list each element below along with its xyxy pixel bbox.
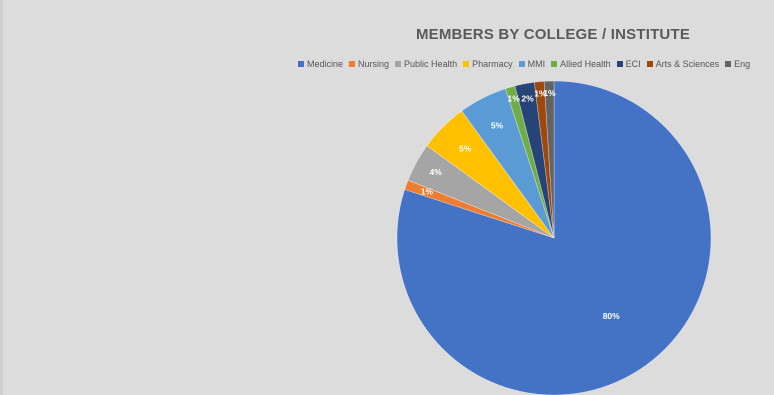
legend-item: Allied Health — [551, 57, 611, 71]
slice-data-label: 1% — [534, 88, 547, 98]
legend-item: MMI — [518, 57, 546, 71]
legend-label: Eng — [734, 59, 751, 69]
legend-swatch — [349, 61, 356, 67]
legend-label: MMI — [527, 59, 546, 69]
slice-data-label: 1% — [508, 94, 521, 104]
slice-data-label: 2% — [521, 93, 534, 103]
legend-swatch — [298, 61, 304, 67]
legend-item: Nursing — [349, 57, 389, 71]
legend-label: Allied Health — [560, 59, 611, 69]
chart-title: MEMBERS BY COLLEGE / INSTITUTE — [415, 26, 691, 43]
pie-slice — [396, 80, 712, 395]
chart-legend: Medicine Nursing Public Health Pharmacy MMI A… — [298, 57, 774, 71]
legend-swatch — [646, 61, 653, 67]
legend-item: Arts & Sciences — [646, 57, 720, 71]
legend-item: Pharmacy — [463, 57, 513, 71]
legend-label: Medicine — [307, 59, 344, 69]
legend-item: Eng — [725, 57, 750, 71]
pie-slices — [396, 80, 712, 395]
slice-data-label: 1% — [543, 88, 556, 98]
legend-label: Public Health — [404, 59, 458, 69]
legend-label: Arts & Sciences — [655, 59, 720, 69]
legend-swatch — [551, 61, 558, 67]
legend-label: ECI — [625, 59, 641, 69]
slice-data-label: 80% — [603, 311, 620, 321]
slice-data-label: 1% — [421, 187, 434, 197]
legend-label: Nursing — [358, 59, 390, 69]
legend-swatch — [616, 61, 623, 67]
legend-swatch — [725, 61, 732, 67]
legend-item: Medicine — [298, 57, 343, 71]
legend-swatch — [395, 61, 402, 67]
legend-swatch — [518, 61, 525, 67]
legend-swatch — [463, 61, 470, 67]
pie-labels: 80%1%4%5%5%1% 2%1%1% — [421, 88, 620, 321]
legend-item: ECI — [616, 57, 641, 71]
slice-data-label: 5% — [459, 143, 472, 153]
legend-item: Public Health — [395, 57, 457, 71]
pie-slice — [543, 80, 555, 239]
left-panel-edge — [0, 0, 3, 395]
slice-data-label: 4% — [430, 167, 443, 177]
legend-label: Pharmacy — [472, 59, 513, 69]
slice-data-label: 5% — [491, 120, 504, 130]
